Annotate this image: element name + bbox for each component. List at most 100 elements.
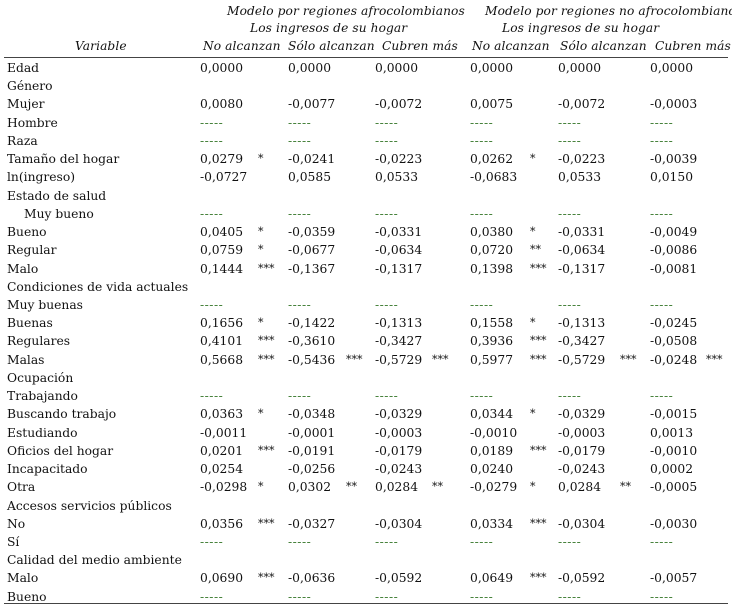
table-row: Regular 0,0759 * -0,0677 -0,0634 0,0720 ** -0,0… — [0, 241, 732, 259]
cell-value: ----- — [650, 297, 674, 312]
cell-value: -0,0245 — [650, 316, 698, 331]
cell-value: -0,0304 — [375, 516, 423, 531]
cell-value: ----- — [650, 389, 674, 404]
cell-value: ----- — [558, 133, 582, 148]
cell-value: ----- — [288, 389, 312, 404]
row-label: Sí — [7, 534, 20, 549]
significance-stars: *** — [258, 443, 275, 457]
cell-value: -0,0191 — [288, 443, 336, 458]
cell-value: ----- — [375, 534, 399, 549]
significance-stars: *** — [530, 516, 547, 530]
cell-value: ----- — [470, 589, 494, 604]
significance-stars: * — [258, 152, 264, 166]
cell-value: 0,3936 — [470, 334, 514, 349]
table-row: Sí ----- ----- ----- ----- ----- ----- — [0, 533, 732, 551]
row-label: Estudiando — [7, 425, 78, 440]
cell-value: -0,0683 — [470, 170, 518, 185]
table-row: Oficios del hogar 0,0201 *** -0,0191 -0,0179… — [0, 442, 732, 460]
significance-stars: ** — [432, 480, 443, 494]
significance-stars: *** — [530, 571, 547, 585]
cell-value: 0,0302 — [288, 480, 332, 495]
cell-value: ----- — [558, 534, 582, 549]
row-label: Buenas — [7, 316, 53, 331]
row-label: Regular — [7, 243, 57, 258]
cell-value: -0,0327 — [288, 516, 336, 531]
row-label: Calidad del medio ambiente — [7, 553, 182, 568]
cell-value: 0,0075 — [470, 97, 514, 112]
bottom-rule — [4, 603, 728, 604]
cell-value: 0,0690 — [200, 571, 244, 586]
cell-value: ----- — [200, 589, 224, 604]
significance-stars: * — [530, 316, 536, 330]
cell-value: -0,0727 — [200, 170, 248, 185]
table-row: Malas 0,5668 *** -0,5436 *** -0,5729 *** 0,5977… — [0, 351, 732, 369]
row-label: Género — [7, 79, 53, 94]
cell-value: -0,5729 — [375, 352, 423, 367]
cell-value: 0,1444 — [200, 261, 244, 276]
significance-stars: *** — [258, 352, 275, 366]
row-label: Edad — [7, 61, 40, 75]
table-row: Edad 0,0000 0,0000 0,0000 0,0000 0,0000 0,0000 — [0, 59, 732, 77]
group1-title: Modelo por regiones afrocolombianos — [227, 4, 465, 18]
table-row: Accesos servicios públicos — [0, 497, 732, 515]
cell-value: ----- — [375, 206, 399, 221]
cell-value: 0,0533 — [558, 170, 602, 185]
cell-value: ----- — [288, 297, 312, 312]
significance-stars: * — [258, 316, 264, 330]
cell-value: -0,1313 — [558, 316, 606, 331]
column-header-2: Sólo alcanzan — [288, 39, 375, 53]
column-header-5: Sólo alcanzan — [560, 39, 647, 53]
cell-value: ----- — [200, 133, 224, 148]
cell-value: 0,0363 — [200, 407, 244, 422]
cell-value: -0,0348 — [288, 407, 336, 422]
column-header-variable: Variable — [75, 39, 127, 53]
cell-value: -0,0015 — [650, 407, 698, 422]
cell-value: -0,0223 — [375, 152, 423, 167]
cell-value: 0,1558 — [470, 316, 514, 331]
column-header-6: Cubren más — [655, 39, 731, 53]
cell-value: -0,0011 — [200, 425, 248, 440]
significance-stars: * — [530, 152, 536, 166]
table-row: Tamaño del hogar 0,0279 * -0,0241 -0,0223 0,0… — [0, 150, 732, 168]
cell-value: -0,0331 — [375, 225, 423, 240]
cell-value: 0,0356 — [200, 516, 244, 531]
cell-value: ----- — [558, 389, 582, 404]
cell-value: ----- — [200, 389, 224, 404]
row-label: Malo — [7, 571, 39, 586]
cell-value: 0,0201 — [200, 443, 244, 458]
cell-value: -0,0636 — [288, 571, 336, 586]
cell-value: 0,0000 — [375, 61, 419, 75]
cell-value: ----- — [470, 389, 494, 404]
significance-stars: ** — [530, 243, 541, 257]
cell-value: -0,0072 — [375, 97, 423, 112]
cell-value: 0,0380 — [470, 225, 514, 240]
cell-value: -0,1317 — [375, 261, 423, 276]
significance-stars: *** — [432, 352, 449, 366]
cell-value: -0,0592 — [375, 571, 423, 586]
cell-value: -0,3427 — [558, 334, 606, 349]
cell-value: -0,1422 — [288, 316, 336, 331]
cell-value: 0,4101 — [200, 334, 244, 349]
table-row: No 0,0356 *** -0,0327 -0,0304 0,0334 *** -0,030… — [0, 515, 732, 533]
row-label: Muy buenas — [7, 297, 83, 312]
cell-value: -0,0279 — [470, 480, 518, 495]
cell-value: -0,0010 — [650, 443, 698, 458]
cell-value: -0,0256 — [288, 462, 336, 477]
cell-value: -0,0030 — [650, 516, 698, 531]
table-row: Malo 0,1444 *** -0,1367 -0,1317 0,1398 *** -0,1… — [0, 260, 732, 278]
cell-value: 0,0405 — [200, 225, 244, 240]
significance-stars: * — [258, 225, 264, 239]
row-label: Ocupación — [7, 370, 74, 385]
cell-value: -0,1317 — [558, 261, 606, 276]
significance-stars: ** — [346, 480, 357, 494]
significance-stars: *** — [258, 261, 275, 275]
cell-value: ----- — [200, 206, 224, 221]
significance-stars: * — [258, 480, 264, 494]
cell-value: -0,0081 — [650, 261, 698, 276]
significance-stars: *** — [530, 352, 547, 366]
cell-value: ----- — [650, 589, 674, 604]
column-header-3: Cubren más — [382, 39, 458, 53]
cell-value: 0,0013 — [650, 425, 694, 440]
row-label: Malas — [7, 352, 45, 367]
